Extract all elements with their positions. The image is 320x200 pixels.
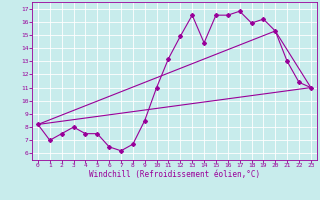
X-axis label: Windchill (Refroidissement éolien,°C): Windchill (Refroidissement éolien,°C) — [89, 170, 260, 179]
